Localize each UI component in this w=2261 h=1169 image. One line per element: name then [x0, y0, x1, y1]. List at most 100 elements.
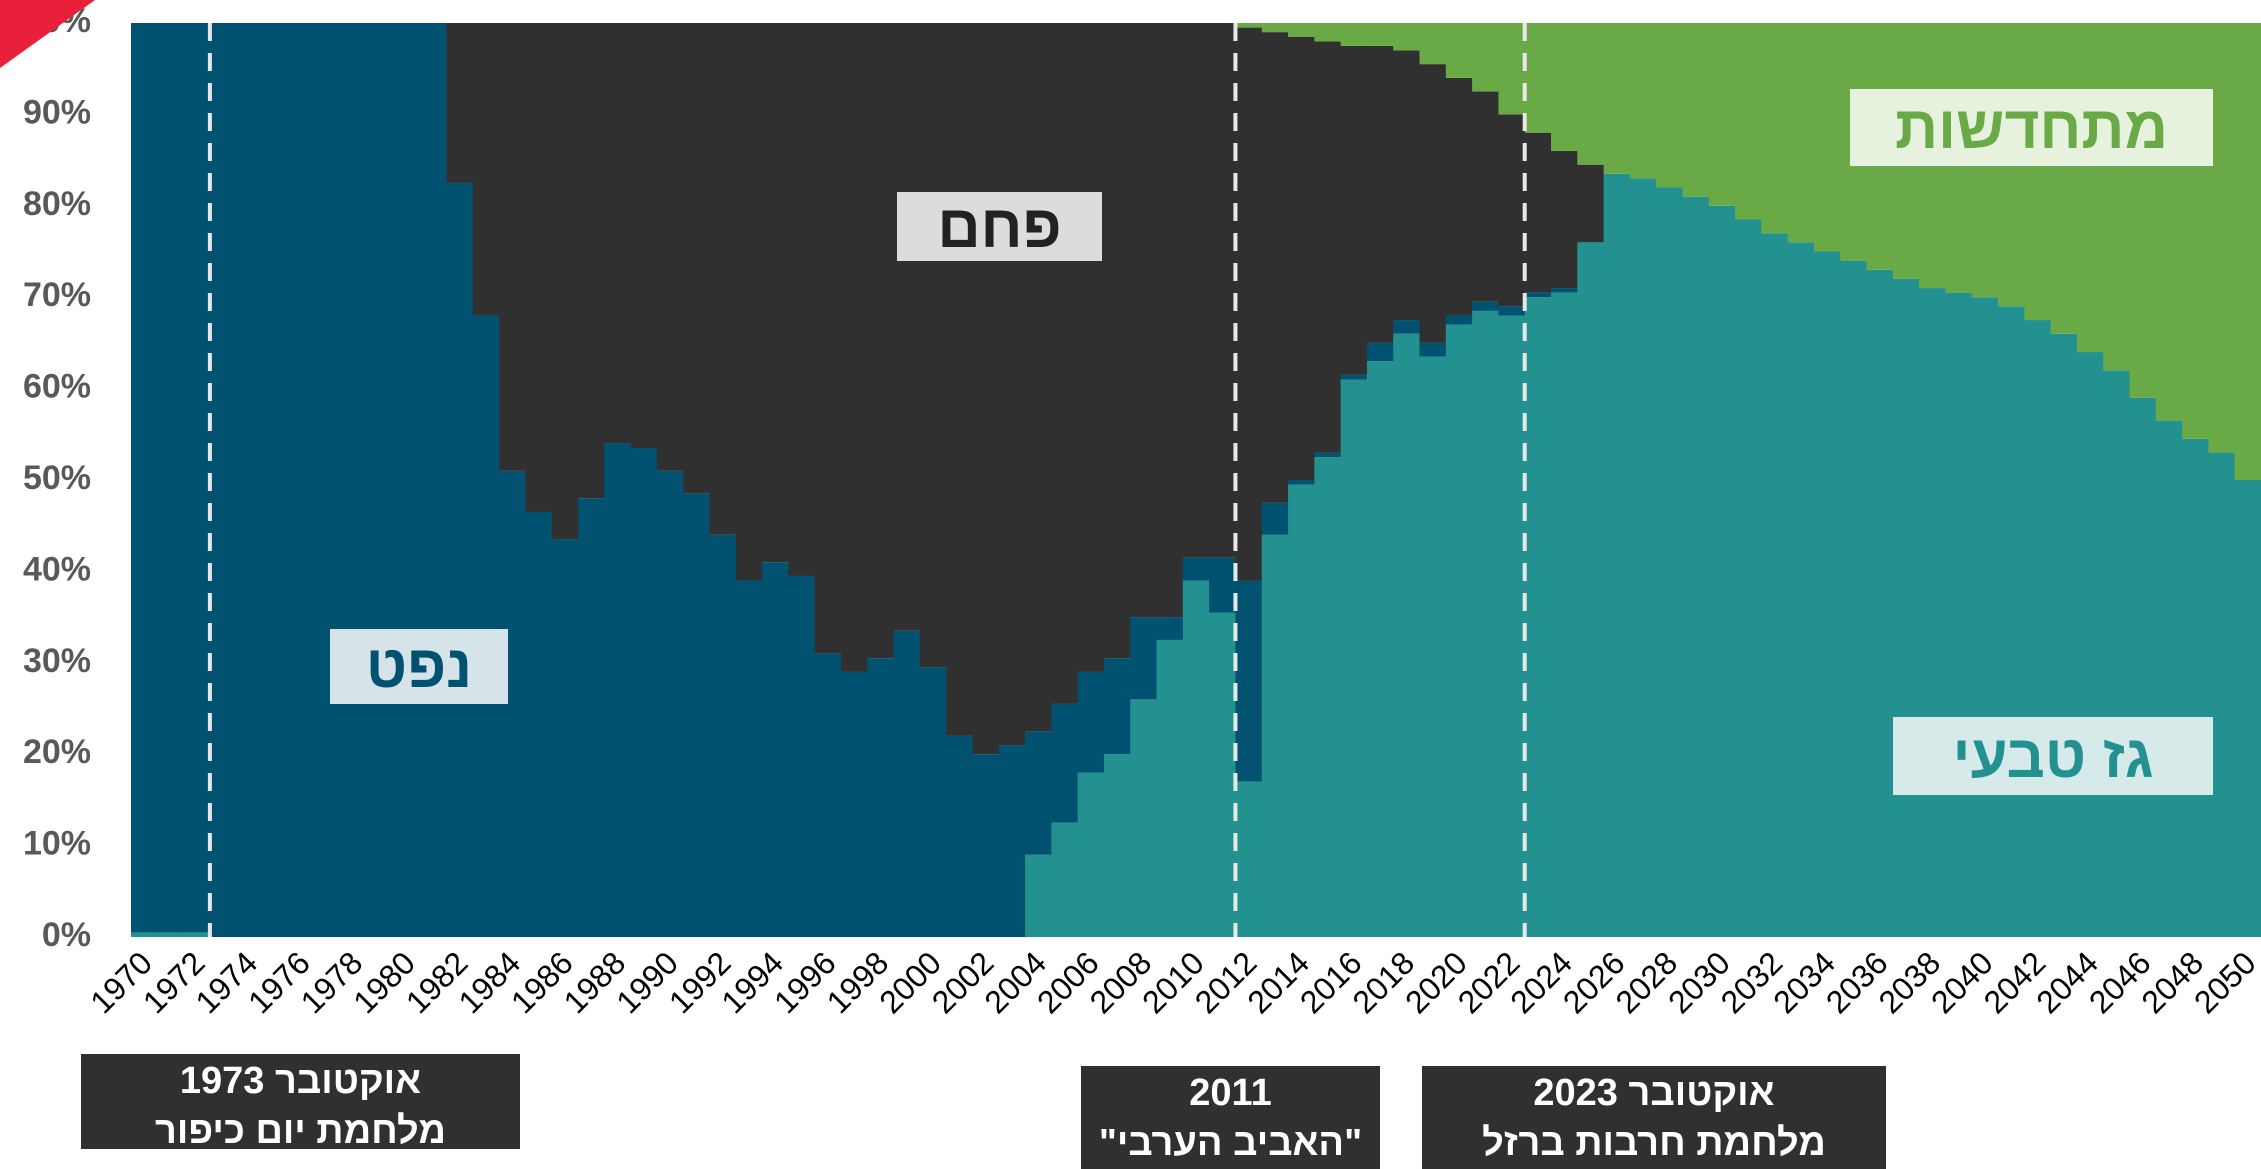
area-step: [1314, 457, 1342, 937]
area-step: [131, 23, 158, 933]
area-step: [1182, 557, 1210, 581]
area-step: [762, 562, 790, 937]
area-step: [2103, 23, 2131, 371]
area-step: [1524, 297, 1552, 937]
area-step: [1393, 50, 1421, 321]
area-step: [1393, 23, 1421, 51]
area-step: [1998, 306, 2025, 938]
area-step: [1419, 356, 1447, 937]
area-step: [814, 653, 842, 937]
area-step: [1813, 23, 1841, 252]
area-step: [998, 745, 1026, 937]
area-step: [998, 23, 1026, 746]
area-step: [1708, 23, 1736, 206]
area-step: [1629, 23, 1657, 179]
annotation-text: "האביב הערבי": [1098, 1122, 1363, 1164]
area-step: [183, 932, 211, 937]
area-step: [656, 23, 684, 471]
area-step: [1182, 580, 1210, 937]
area-step: [709, 23, 737, 535]
area-step: [1340, 23, 1368, 46]
area-step: [867, 23, 895, 659]
area-step: [1761, 233, 1789, 938]
area-step: [1682, 23, 1710, 197]
area-step: [630, 23, 658, 449]
area-step: [735, 23, 763, 581]
area-step: [1366, 342, 1394, 362]
annotation-box: אוקטובר 2023 מלחמת חרבות ברזל: [1422, 1066, 1886, 1169]
area-step: [1866, 269, 1894, 937]
area-step: [1288, 484, 1315, 937]
area-step: [1551, 288, 1578, 293]
area-step: [446, 23, 474, 183]
y-tick-label: 20%: [23, 733, 91, 771]
series-label: מתחדשות: [1850, 89, 2213, 166]
area-step: [1656, 23, 1684, 188]
area-step: [1445, 324, 1473, 937]
area-step: [1524, 23, 1552, 133]
area-step: [1103, 23, 1131, 659]
area-step: [2103, 370, 2131, 937]
area-step: [1524, 132, 1552, 293]
area-step: [1025, 731, 1052, 855]
series-label: גז טבעי: [1893, 717, 2213, 795]
area-step: [2182, 438, 2210, 937]
area-step: [1103, 754, 1131, 937]
area-step: [2050, 23, 2078, 334]
area-step: [1077, 772, 1105, 937]
area-step: [1445, 23, 1473, 78]
area-step: [1445, 315, 1473, 325]
area-step: [683, 493, 711, 937]
area-step: [472, 315, 500, 938]
area-step: [893, 630, 921, 937]
area-step: [1603, 173, 1631, 937]
area-step: [1787, 23, 1815, 243]
area-step: [1551, 150, 1578, 289]
y-tick-label: 10%: [23, 825, 91, 863]
area-step: [1472, 23, 1500, 92]
area-step: [551, 23, 579, 540]
area-step: [656, 470, 684, 937]
area-step: [2076, 352, 2104, 937]
area-step: [1682, 196, 1710, 937]
area-step: [1551, 23, 1578, 151]
area-step: [1130, 699, 1158, 937]
y-tick-label: 40%: [23, 550, 91, 588]
area-step: [393, 23, 421, 937]
y-tick-label: 80%: [23, 185, 91, 223]
area-step: [2208, 452, 2236, 937]
area-step: [1419, 64, 1447, 343]
area-step: [1971, 297, 1999, 937]
annotation-text: מלחמת יום כיפור: [155, 1110, 446, 1152]
area-step: [2182, 23, 2210, 439]
series-label: נפט: [330, 629, 508, 704]
area-step: [1945, 292, 1973, 937]
area-step: [157, 932, 185, 937]
area-step: [735, 580, 763, 937]
area-step: [1366, 23, 1394, 46]
area-step: [578, 498, 605, 937]
area-step: [1288, 23, 1315, 37]
area-step: [1235, 580, 1263, 782]
area-step: [1498, 114, 1526, 307]
area-step: [1603, 23, 1631, 174]
area-step: [1498, 315, 1526, 938]
area-step: [551, 539, 579, 937]
area-step: [1366, 45, 1394, 343]
area-step: [2024, 320, 2052, 937]
area-step: [1340, 374, 1368, 380]
area-step: [972, 23, 1000, 755]
area-step: [1235, 23, 1263, 28]
y-tick-label: 60%: [23, 368, 91, 406]
area-step: [1735, 219, 1762, 937]
area-step: [1393, 320, 1421, 334]
area-step: [1314, 23, 1342, 42]
area-step: [1130, 617, 1158, 700]
area-step: [1366, 361, 1394, 937]
area-step: [1156, 23, 1184, 618]
area-step: [1892, 278, 1920, 937]
area-step: [209, 23, 237, 937]
area-step: [1498, 23, 1526, 115]
area-step: [131, 932, 158, 937]
